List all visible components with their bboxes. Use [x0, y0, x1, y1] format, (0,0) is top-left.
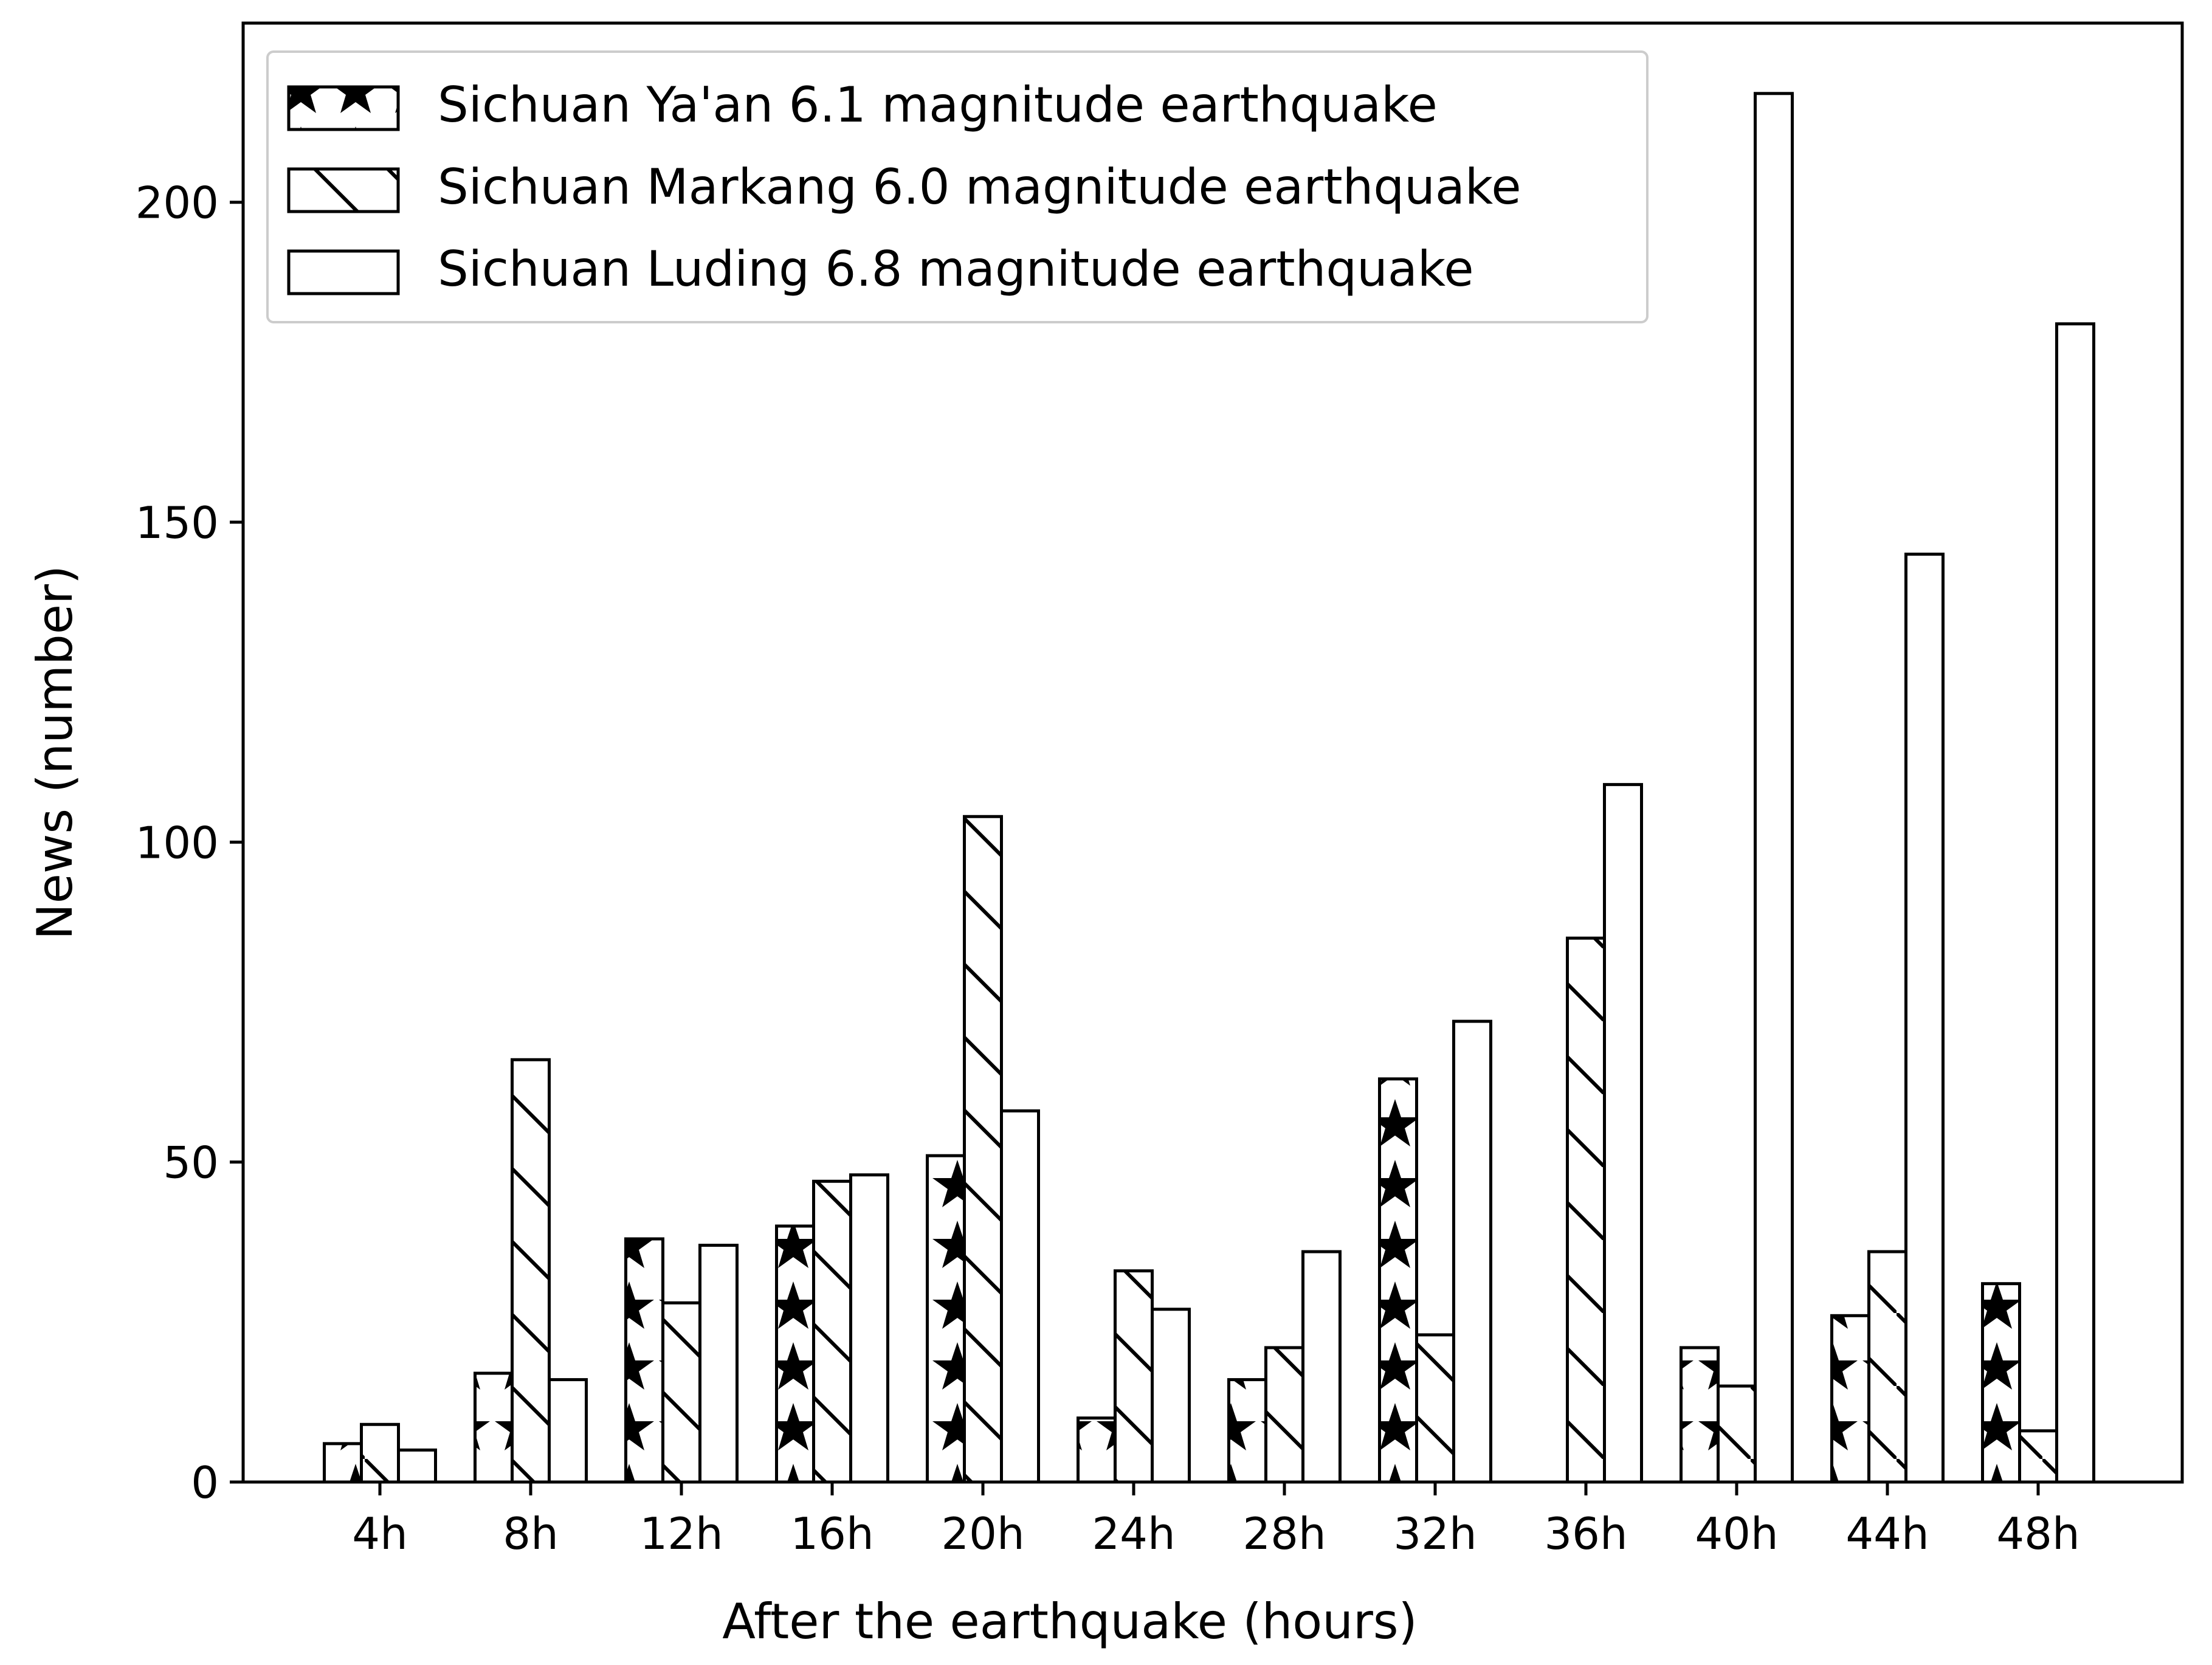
legend-swatch-luding: [287, 249, 400, 295]
bar-markang-48h: [2018, 1429, 2058, 1484]
legend-swatch-markang: [287, 167, 400, 213]
y-tick-label-100: 100: [136, 817, 219, 868]
bar-luding-4h: [397, 1448, 437, 1484]
bar-markang-4h: [360, 1422, 400, 1484]
x-tick-label-36h: 36h: [1544, 1508, 1627, 1559]
x-tick-label-20h: 20h: [941, 1508, 1024, 1559]
y-tick-label-0: 0: [191, 1457, 219, 1508]
y-tick-label-150: 150: [136, 497, 219, 548]
bar-luding-44h: [1904, 553, 1945, 1484]
bar-luding-24h: [1151, 1308, 1191, 1484]
bar-luding-12h: [698, 1244, 739, 1484]
bar-luding-20h: [1000, 1109, 1040, 1484]
x-tick-label-44h: 44h: [1845, 1508, 1929, 1559]
bar-markang-32h: [1415, 1333, 1455, 1484]
x-tick-label-16h: 16h: [790, 1508, 873, 1559]
bar-markang-20h: [963, 815, 1003, 1484]
x-tick-label-48h: 48h: [1996, 1508, 2079, 1559]
bar-yaan-24h: [1077, 1416, 1117, 1484]
x-tick-label-8h: 8h: [503, 1508, 558, 1559]
bar-yaan-32h: [1378, 1077, 1418, 1484]
legend-box: [266, 50, 1649, 323]
y-tick-label-50: 50: [163, 1137, 219, 1188]
bar-yaan-12h: [624, 1237, 664, 1484]
bar-yaan-8h: [474, 1371, 514, 1484]
bar-markang-8h: [511, 1058, 551, 1484]
bar-luding-16h: [849, 1173, 889, 1484]
bar-yaan-16h: [775, 1224, 815, 1484]
legend-label-yaan: Sichuan Ya'an 6.1 magnitude earthquake: [438, 77, 1438, 133]
bar-markang-40h: [1717, 1384, 1757, 1484]
x-tick-label-40h: 40h: [1695, 1508, 1778, 1559]
bars-group: [323, 92, 2095, 1484]
bar-yaan-28h: [1227, 1378, 1267, 1484]
bar-luding-40h: [1754, 92, 1794, 1484]
bar-markang-36h: [1566, 936, 1606, 1484]
bar-yaan-40h: [1680, 1346, 1720, 1484]
bar-luding-8h: [548, 1378, 588, 1484]
bar-markang-24h: [1114, 1269, 1154, 1484]
x-axis-label: After the earthquake (hours): [722, 1593, 1417, 1650]
bar-markang-12h: [661, 1301, 701, 1484]
legend: Sichuan Ya'an 6.1 magnitude earthquake S…: [266, 50, 1649, 323]
bar-markang-44h: [1867, 1250, 1907, 1484]
legend-swatch-yaan: [287, 85, 400, 131]
x-tick-label-32h: 32h: [1393, 1508, 1476, 1559]
bar-luding-36h: [1603, 783, 1643, 1484]
bar-luding-32h: [1452, 1019, 1492, 1484]
bar-luding-48h: [2055, 322, 2095, 1484]
bar-markang-16h: [812, 1179, 852, 1484]
x-tick-label-12h: 12h: [639, 1508, 723, 1559]
x-tick-label-4h: 4h: [352, 1508, 407, 1559]
y-tick-label-200: 200: [136, 178, 219, 229]
bar-luding-28h: [1301, 1250, 1342, 1484]
bar-yaan-48h: [1981, 1282, 2021, 1484]
legend-label-luding: Sichuan Luding 6.8 magnitude earthquake: [438, 241, 1474, 297]
y-axis-label: News (number): [27, 565, 83, 940]
x-tick-label-28h: 28h: [1242, 1508, 1326, 1559]
legend-label-markang: Sichuan Markang 6.0 magnitude earthquake: [438, 159, 1521, 215]
x-axis: 4h 8h 12h 16h 20h 24h 28h 32h 36h 40h 44h 48h: [352, 1482, 2080, 1559]
x-tick-label-24h: 24h: [1092, 1508, 1175, 1559]
bar-yaan-44h: [1830, 1314, 1870, 1484]
bar-markang-28h: [1264, 1346, 1304, 1484]
y-axis: 0 50 100 150 200: [136, 178, 243, 1508]
bar-yaan-20h: [926, 1154, 966, 1484]
bar-yaan-4h: [323, 1442, 363, 1484]
